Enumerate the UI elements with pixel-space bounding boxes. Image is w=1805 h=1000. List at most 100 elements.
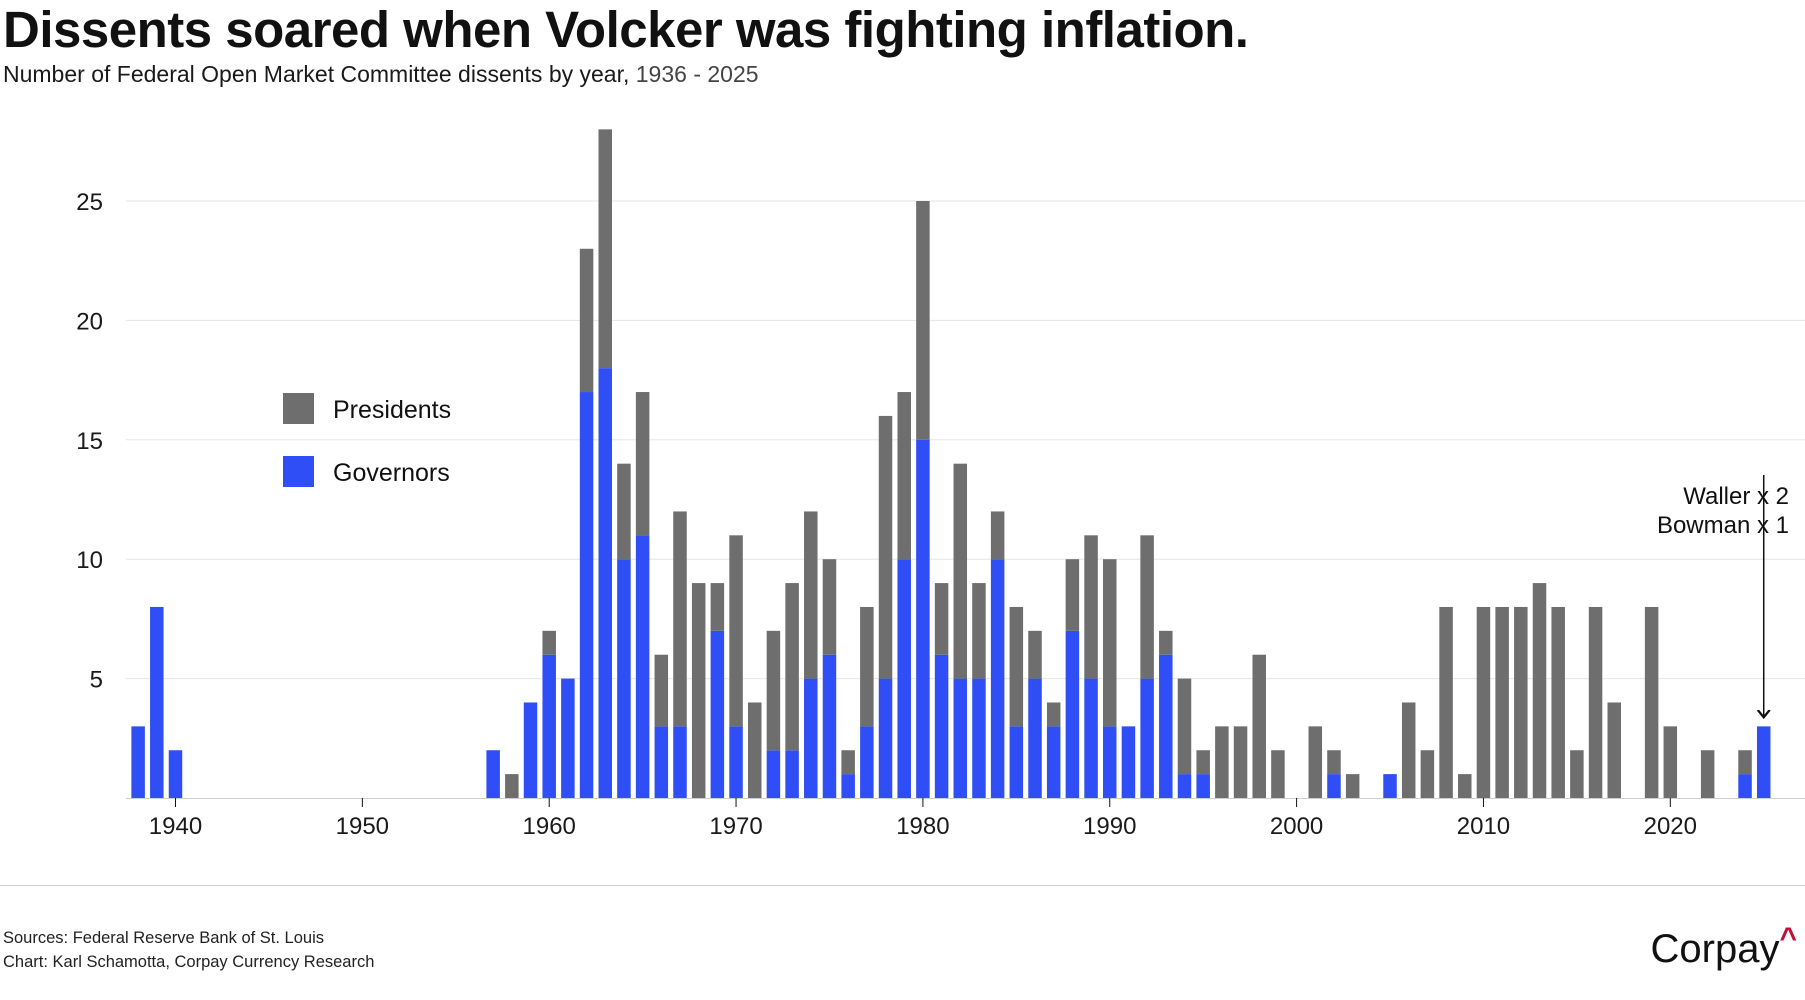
source-note: Sources: Federal Reserve Bank of St. Lou… — [3, 926, 374, 974]
bar-presidents-1975 — [822, 559, 837, 655]
y-tick-label: 25 — [76, 189, 103, 216]
bar-governors-2005 — [1383, 774, 1397, 798]
bar-governors-1974 — [804, 678, 818, 798]
chart-subtitle: Number of Federal Open Market Committee … — [3, 61, 759, 88]
bar-presidents-1962 — [579, 248, 594, 393]
bar-governors-1966 — [654, 726, 669, 798]
bar-governors-1973 — [785, 750, 799, 798]
bar-governors-1970 — [729, 726, 743, 798]
bar-governors-1962 — [579, 392, 594, 798]
bar-presidents-1970 — [729, 535, 743, 727]
bar-presidents-2009 — [1458, 774, 1472, 798]
bar-presidents-1993 — [1159, 630, 1173, 655]
bar-governors-1982 — [953, 678, 968, 798]
bar-governors-1963 — [598, 368, 613, 798]
bar-governors-2002 — [1327, 774, 1341, 798]
bar-presidents-1997 — [1233, 726, 1248, 798]
bars — [131, 129, 1771, 798]
bar-governors-1977 — [860, 726, 874, 798]
bar-governors-1975 — [822, 654, 837, 798]
bar-presidents-1958 — [505, 774, 519, 798]
bar-presidents-1976 — [841, 750, 855, 775]
bar-presidents-1992 — [1140, 535, 1154, 679]
y-tick-label: 5 — [90, 667, 103, 694]
bar-presidents-1988 — [1065, 559, 1080, 631]
y-axis-ticks: 5 10 15 20 25 — [76, 189, 103, 694]
x-tick-label: 1950 — [336, 813, 389, 840]
bar-governors-1964 — [617, 559, 631, 798]
subtitle-main: Number of Federal Open Market Committee … — [3, 61, 630, 87]
bar-presidents-2019 — [1644, 606, 1659, 798]
bar-governors-1992 — [1140, 678, 1154, 798]
bar-presidents-1966 — [654, 654, 669, 727]
bar-presidents-1968 — [691, 583, 706, 798]
bar-governors-1972 — [766, 750, 781, 798]
bar-presidents-1971 — [747, 702, 762, 798]
source-line: Sources: Federal Reserve Bank of St. Lou… — [3, 929, 324, 947]
bar-presidents-2008 — [1439, 606, 1453, 798]
y-tick-label: 20 — [76, 308, 103, 335]
bar-presidents-2020 — [1663, 726, 1678, 798]
bar-presidents-2001 — [1308, 726, 1323, 798]
bar-presidents-1980 — [916, 201, 930, 440]
bar-presidents-1979 — [897, 392, 911, 560]
bar-presidents-1972 — [766, 630, 781, 751]
bar-presidents-2014 — [1551, 606, 1565, 798]
bar-governors-1959 — [523, 702, 538, 798]
bar-governors-2024 — [1738, 774, 1752, 798]
bar-presidents-2022 — [1700, 750, 1715, 798]
logo-text: Corpay — [1650, 927, 1780, 971]
bar-presidents-2013 — [1532, 583, 1547, 798]
bar-presidents-1986 — [1028, 630, 1042, 679]
bar-presidents-1995 — [1196, 750, 1210, 775]
bar-presidents-2007 — [1420, 750, 1435, 798]
bar-governors-1984 — [990, 559, 1005, 798]
bar-presidents-1963 — [598, 129, 613, 369]
x-tick-label: 1940 — [149, 813, 202, 840]
bar-governors-1940 — [168, 750, 183, 798]
y-tick-label: 10 — [76, 547, 103, 574]
legend-label-presidents: Presidents — [333, 396, 451, 424]
bar-governors-1957 — [486, 750, 500, 798]
bar-presidents-1999 — [1271, 750, 1285, 798]
bar-governors-1967 — [673, 726, 687, 798]
bar-governors-1995 — [1196, 774, 1210, 798]
bar-governors-1985 — [1009, 726, 1024, 798]
x-tick-label: 2020 — [1644, 813, 1697, 840]
legend-swatch-presidents — [283, 393, 314, 424]
bar-presidents-1974 — [804, 511, 818, 679]
bar-presidents-1983 — [972, 583, 986, 679]
bar-governors-1979 — [897, 559, 911, 798]
bar-governors-2025 — [1756, 726, 1771, 798]
bar-presidents-1987 — [1046, 702, 1061, 727]
bar-presidents-1964 — [617, 463, 631, 560]
bar-governors-1983 — [972, 678, 986, 798]
x-tick-label: 1970 — [709, 813, 762, 840]
annotation-text: Waller x 2 — [1683, 483, 1789, 510]
bar-governors-1961 — [561, 678, 575, 798]
bar-presidents-1996 — [1215, 726, 1229, 798]
bar-governors-1978 — [878, 678, 893, 798]
bar-presidents-2010 — [1476, 606, 1491, 798]
bar-presidents-2016 — [1588, 606, 1603, 798]
bar-governors-1994 — [1177, 774, 1192, 798]
bar-presidents-1973 — [785, 583, 799, 751]
bar-governors-1980 — [916, 439, 930, 798]
bar-presidents-2017 — [1607, 702, 1621, 798]
bar-presidents-1990 — [1103, 559, 1117, 727]
bar-presidents-2011 — [1495, 606, 1509, 798]
bar-presidents-1960 — [542, 630, 556, 655]
x-tick-label: 2000 — [1270, 813, 1323, 840]
bar-presidents-1965 — [635, 392, 650, 536]
bar-presidents-1984 — [990, 511, 1005, 560]
bar-governors-1960 — [542, 654, 556, 798]
bar-presidents-1985 — [1009, 606, 1024, 727]
bar-governors-1987 — [1046, 726, 1061, 798]
bar-presidents-1982 — [953, 463, 968, 679]
bar-governors-1976 — [841, 774, 855, 798]
bar-governors-1993 — [1159, 654, 1173, 798]
corpay-logo: Corpay^ — [1651, 922, 1797, 972]
bar-presidents-1978 — [878, 415, 893, 679]
bar-governors-1988 — [1065, 630, 1080, 798]
